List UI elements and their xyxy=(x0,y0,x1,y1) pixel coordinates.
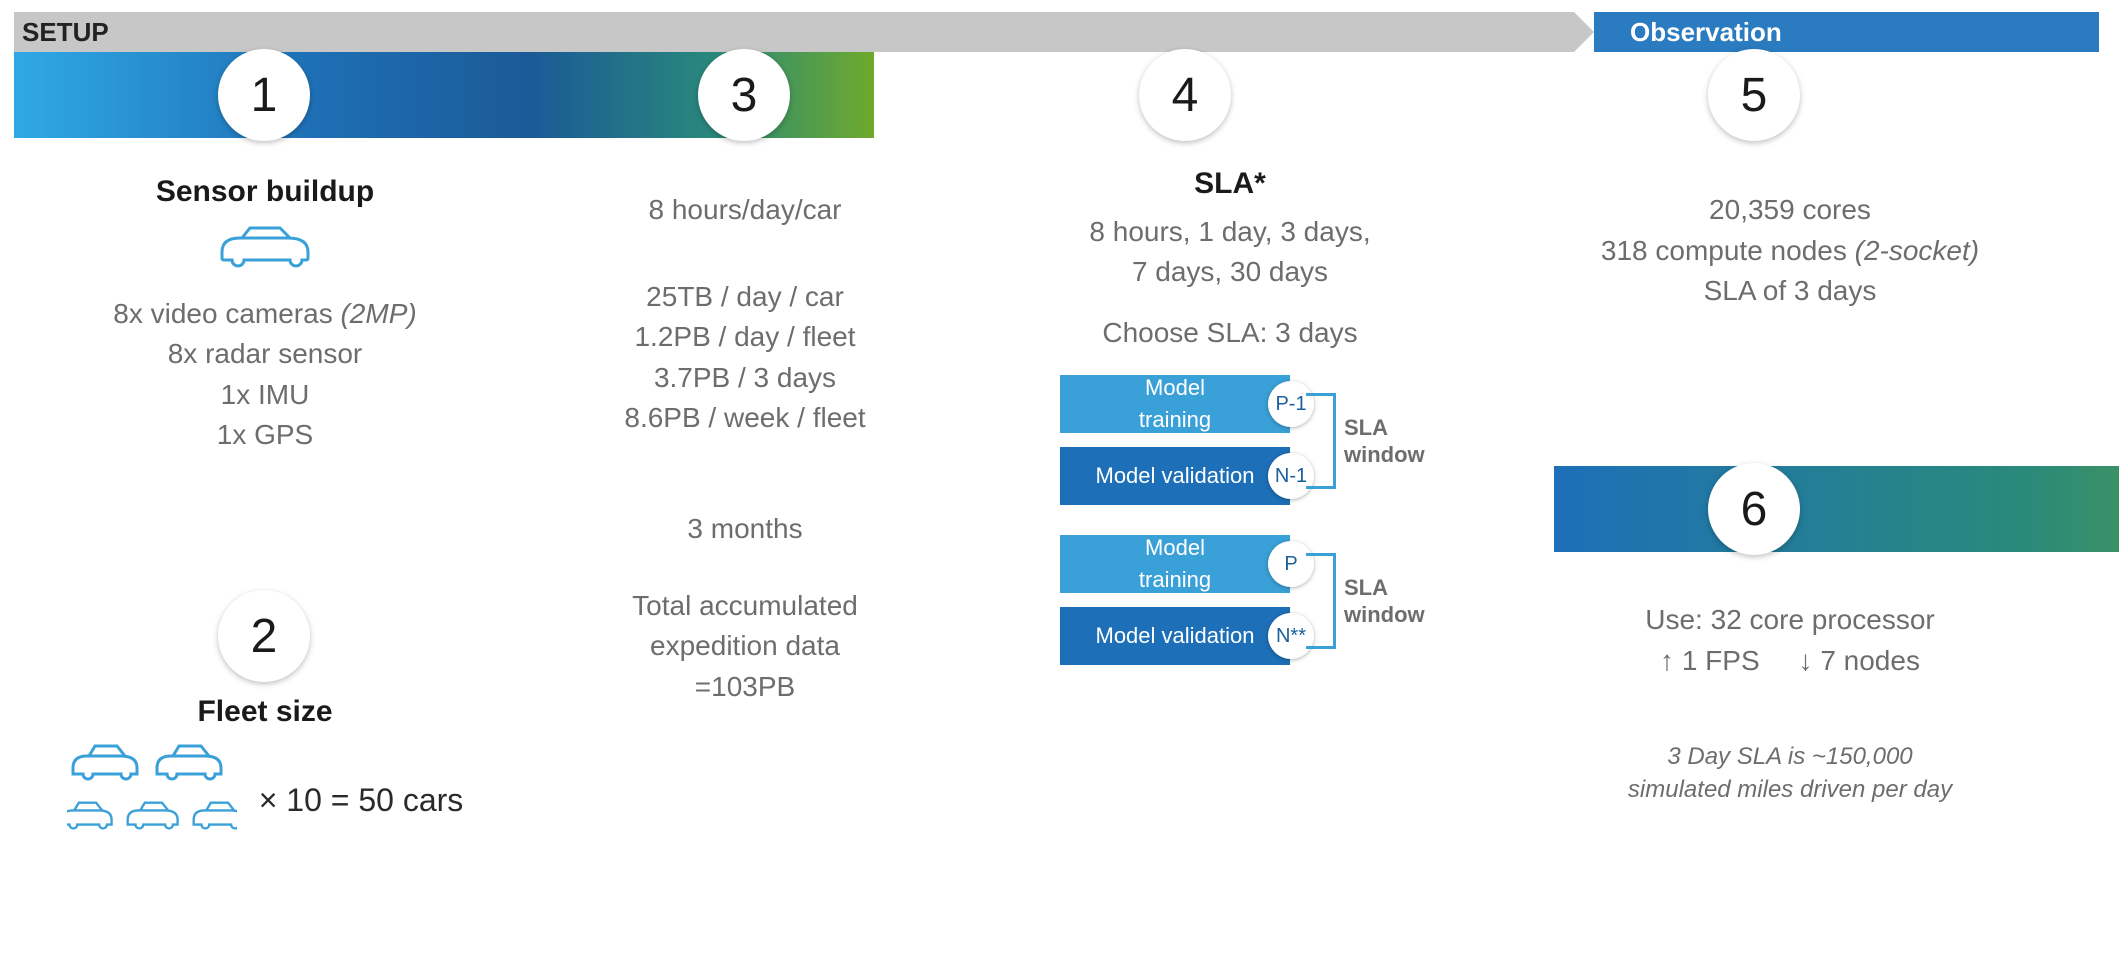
col-2-fleet-size: Fleet size × 10 = 50 cars xyxy=(10,690,520,861)
col2-title: Fleet size xyxy=(10,690,520,734)
text: 3 Day SLA is ~150,000 xyxy=(1667,743,1912,770)
col4-line: 7 days, 30 days xyxy=(990,252,1470,293)
col1-line: 1x IMU xyxy=(60,375,470,416)
col6-down-text: 7 nodes xyxy=(1820,645,1920,676)
sla-circle-text: N-1 xyxy=(1275,462,1307,491)
col6-footnote: 3 Day SLA is ~150,000 simulated miles dr… xyxy=(1520,741,2060,806)
header-observation-segment: Observation xyxy=(1594,12,2099,52)
step-num: 4 xyxy=(1172,68,1199,123)
step-num: 3 xyxy=(731,68,758,123)
col3-line: 8 hours/day/car xyxy=(555,190,935,231)
step-num: 6 xyxy=(1741,482,1768,537)
col4-title: SLA* xyxy=(990,162,1470,206)
col3-line: Total accumulated xyxy=(555,586,935,627)
col6-up-text: 1 FPS xyxy=(1682,645,1760,676)
fleet-row: × 10 = 50 cars xyxy=(10,740,520,862)
col5-line: SLA of 3 days xyxy=(1520,271,2060,312)
sla-pair-1: Model training P-1 Model validation N-1 … xyxy=(1060,375,1400,505)
observation-label: Observation xyxy=(1630,17,1782,48)
arrow-down-icon: ↓ xyxy=(1799,645,1813,676)
header-setup-segment: SETUP xyxy=(14,12,1574,52)
secondary-gradient-band xyxy=(1554,466,2119,552)
sla-box-training: Model training xyxy=(1060,535,1290,593)
sla-bracket xyxy=(1306,393,1336,489)
sla-box-training: Model training xyxy=(1060,375,1290,433)
col4-line: 8 hours, 1 day, 3 days, xyxy=(990,212,1470,253)
sla-circle-text: P xyxy=(1284,550,1297,579)
col6-arrows: ↑ 1 FPS ↓ 7 nodes xyxy=(1520,641,2060,682)
sla-box-validation: Model validation xyxy=(1060,607,1290,665)
step-num: 2 xyxy=(251,609,278,664)
setup-label: SETUP xyxy=(14,17,109,48)
col3-line: 8.6PB / week / fleet xyxy=(555,398,935,439)
text: simulated miles driven per day xyxy=(1628,776,1952,803)
car-icon xyxy=(210,220,320,268)
col3-line: 3 months xyxy=(555,509,935,550)
sla-circle-text: N** xyxy=(1276,622,1306,651)
step-circle-5: 5 xyxy=(1708,49,1800,141)
header-bar: SETUP Observation xyxy=(14,12,2099,52)
sla-box-label: Model validation xyxy=(1096,460,1255,492)
step-circle-6: 6 xyxy=(1708,463,1800,555)
col1-line: 8x radar sensor xyxy=(60,334,470,375)
col6-line1: Use: 32 core processor xyxy=(1520,600,2060,641)
sla-box-validation: Model validation xyxy=(1060,447,1290,505)
text: 8x video cameras (2MP) xyxy=(113,298,416,329)
sla-bracket xyxy=(1306,553,1336,649)
col1-line: 1x GPS xyxy=(60,415,470,456)
col3-line: 1.2PB / day / fleet xyxy=(555,317,935,358)
step-circle-2: 2 xyxy=(218,590,310,682)
col1-title: Sensor buildup xyxy=(60,170,470,214)
sla-circle-text: P-1 xyxy=(1275,390,1306,419)
step-circle-1: 1 xyxy=(218,49,310,141)
step-num: 5 xyxy=(1741,68,1768,123)
sla-box-label: Model training xyxy=(1139,372,1211,436)
fleet-multiplier: × 10 = 50 cars xyxy=(259,777,464,823)
step-circle-4: 4 xyxy=(1139,49,1231,141)
sla-box-label: Model validation xyxy=(1096,620,1255,652)
arrow-up-icon: ↑ xyxy=(1660,645,1674,676)
col-5-compute: 20,359 cores 318 compute nodes (2-socket… xyxy=(1520,190,2060,312)
col-3-data-volume: 8 hours/day/car 25TB / day / car 1.2PB /… xyxy=(555,190,935,707)
col3-line: expedition data xyxy=(555,626,935,667)
col-6-processor: Use: 32 core processor ↑ 1 FPS ↓ 7 nodes… xyxy=(1520,600,2060,806)
col3-line: =103PB xyxy=(555,667,935,708)
step-num: 1 xyxy=(251,68,278,123)
sla-box-label: Model training xyxy=(1139,532,1211,596)
sla-pair-2: Model training P Model validation N** SL… xyxy=(1060,535,1400,665)
col5-line: 318 compute nodes (2-socket) xyxy=(1520,231,2060,272)
col3-line: 3.7PB / 3 days xyxy=(555,358,935,399)
fleet-car-grid xyxy=(67,740,237,862)
sla-window-label: SLA window xyxy=(1344,415,1425,468)
sla-window-label: SLA window xyxy=(1344,575,1425,628)
car-grid-icon xyxy=(67,740,237,850)
col-1-sensor-buildup: Sensor buildup 8x video cameras (2MP) 8x… xyxy=(60,170,470,456)
col4-choose: Choose SLA: 3 days xyxy=(990,313,1470,354)
text: 318 compute nodes (2-socket) xyxy=(1601,235,1979,266)
col5-line: 20,359 cores xyxy=(1520,190,2060,231)
col1-line: 8x video cameras (2MP) xyxy=(60,294,470,335)
col-4-sla: SLA* 8 hours, 1 day, 3 days, 7 days, 30 … xyxy=(990,162,1470,695)
step-circle-3: 3 xyxy=(698,49,790,141)
col3-line: 25TB / day / car xyxy=(555,277,935,318)
